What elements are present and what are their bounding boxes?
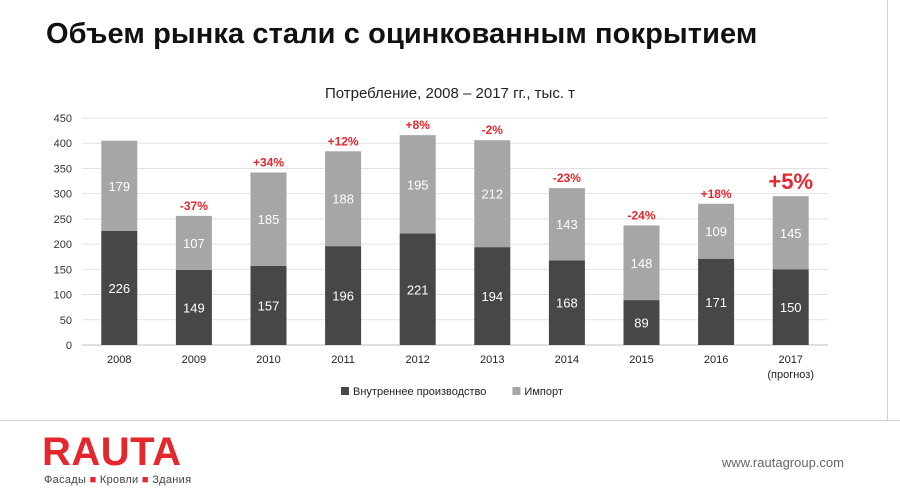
tagline-item: Здания <box>152 474 192 486</box>
tagline-item: Кровли <box>99 474 139 486</box>
bar-value-label: 226 <box>108 281 130 296</box>
y-tick-label: 250 <box>54 214 72 226</box>
bar-domestic-production <box>623 300 660 345</box>
tagline-item: Фасады <box>44 474 87 486</box>
y-tick-label: 150 <box>54 264 72 276</box>
growth-label: +12% <box>328 134 359 148</box>
bars <box>101 135 809 345</box>
x-tick-label: 2008 <box>107 354 131 366</box>
x-tick-label: 2016 <box>704 354 728 366</box>
y-axis-ticks: 0 50 100 150 200 250 300 350 400 450 <box>54 113 72 352</box>
x-axis-ticks: 2008 2009 2010 2011 2012 2013 2014 2015 2016 2017… <box>107 354 814 381</box>
growth-label: +5% <box>768 169 813 194</box>
growth-label: -23% <box>553 171 581 185</box>
bar-import <box>698 203 735 259</box>
bar-value-label: 107 <box>183 236 205 251</box>
bar-value-label: 143 <box>556 217 578 232</box>
x-tick-label: 2015 <box>629 354 653 366</box>
rauta-logo: RAUTA <box>42 430 182 474</box>
bar-value-label: 89 <box>634 316 648 331</box>
bar-value-label: 150 <box>780 300 802 315</box>
bar-value-label: 168 <box>556 296 578 311</box>
y-tick-label: 50 <box>60 315 72 327</box>
x-tick-label: 2014 <box>555 354 579 366</box>
chart-title: Потребление, 2008 – 2017 гг., тыс. т <box>324 85 576 102</box>
growth-label: +18% <box>701 187 732 201</box>
bar-domestic-production <box>325 246 362 345</box>
bar-import <box>250 172 287 266</box>
bar-value-label: 195 <box>407 177 429 192</box>
bar-import <box>175 215 212 270</box>
growth-label: -24% <box>627 208 655 222</box>
y-tick-label: 0 <box>66 340 72 352</box>
bar-domestic-production <box>399 233 436 345</box>
y-tick-label: 350 <box>54 163 72 175</box>
bullet-icon: ■ <box>141 474 149 486</box>
logo-tagline: Фасады ■ Кровли ■ Здания <box>44 474 191 486</box>
bar-value-label: 179 <box>108 179 130 194</box>
y-tick-label: 300 <box>54 189 72 201</box>
legend-label: Импорт <box>524 386 562 398</box>
bar-value-label: 185 <box>258 212 280 227</box>
x-tick-label: 2012 <box>405 354 429 366</box>
growth-label: -2% <box>482 123 504 137</box>
bar-domestic-production <box>698 258 735 345</box>
bar-import <box>101 140 138 231</box>
legend-label: Внутреннее производство <box>353 386 486 398</box>
footer-divider <box>0 420 900 421</box>
x-tick-label: 2010 <box>256 354 280 366</box>
x-tick-note: (прогноз) <box>767 369 814 381</box>
x-tick-label: 2013 <box>480 354 504 366</box>
bar-value-label: 149 <box>183 300 205 315</box>
bar-value-label: 157 <box>258 298 280 313</box>
slide-border <box>887 0 888 420</box>
legend-swatch-domestic <box>341 387 349 395</box>
bar-domestic-production <box>101 230 138 345</box>
bar-value-label: 109 <box>705 224 727 239</box>
growth-label: +34% <box>253 155 284 169</box>
legend-swatch-import <box>512 387 521 395</box>
y-tick-label: 200 <box>54 239 72 251</box>
bar-domestic-production <box>548 260 585 345</box>
bar-value-label: 148 <box>631 256 653 271</box>
bar-import <box>474 140 511 248</box>
bar-value-label: 212 <box>481 187 503 202</box>
slide-title: Объем рынка стали с оцинкованным покрыти… <box>46 18 758 50</box>
bar-import <box>399 135 436 234</box>
bar-import <box>623 225 660 301</box>
y-tick-label: 100 <box>54 290 72 302</box>
bar-value-label: 196 <box>332 289 354 304</box>
y-tick-label: 400 <box>54 138 72 150</box>
stacked-bar-chart: 0 50 100 150 200 250 300 350 400 450 226 179 149 107… <box>54 113 828 398</box>
legend: Внутреннее производство Импорт <box>341 386 563 398</box>
bar-domestic-production <box>474 247 511 345</box>
bar-domestic-production <box>175 269 212 345</box>
growth-label: +8% <box>406 118 431 132</box>
bullet-icon: ■ <box>89 474 97 486</box>
growth-label: -37% <box>180 199 208 213</box>
bar-domestic-production <box>772 269 809 345</box>
x-tick-label: 2009 <box>182 354 206 366</box>
bar-value-label: 221 <box>407 282 429 297</box>
website-link[interactable]: www.rautagroup.com <box>721 455 844 470</box>
data-labels: 226 179 149 107 -37% 157 185 +34% 196 188 +12% 221 1… <box>108 118 813 330</box>
x-tick-label: 2017 <box>778 354 802 366</box>
x-tick-label: 2011 <box>331 354 355 366</box>
bar-domestic-production <box>250 265 287 345</box>
bar-value-label: 145 <box>780 226 802 241</box>
bar-value-label: 194 <box>481 289 503 304</box>
y-tick-label: 450 <box>54 113 72 125</box>
bar-import <box>325 151 362 247</box>
bar-import <box>772 196 809 270</box>
bar-value-label: 188 <box>332 192 354 207</box>
bar-value-label: 171 <box>705 295 727 310</box>
bar-import <box>548 188 585 261</box>
